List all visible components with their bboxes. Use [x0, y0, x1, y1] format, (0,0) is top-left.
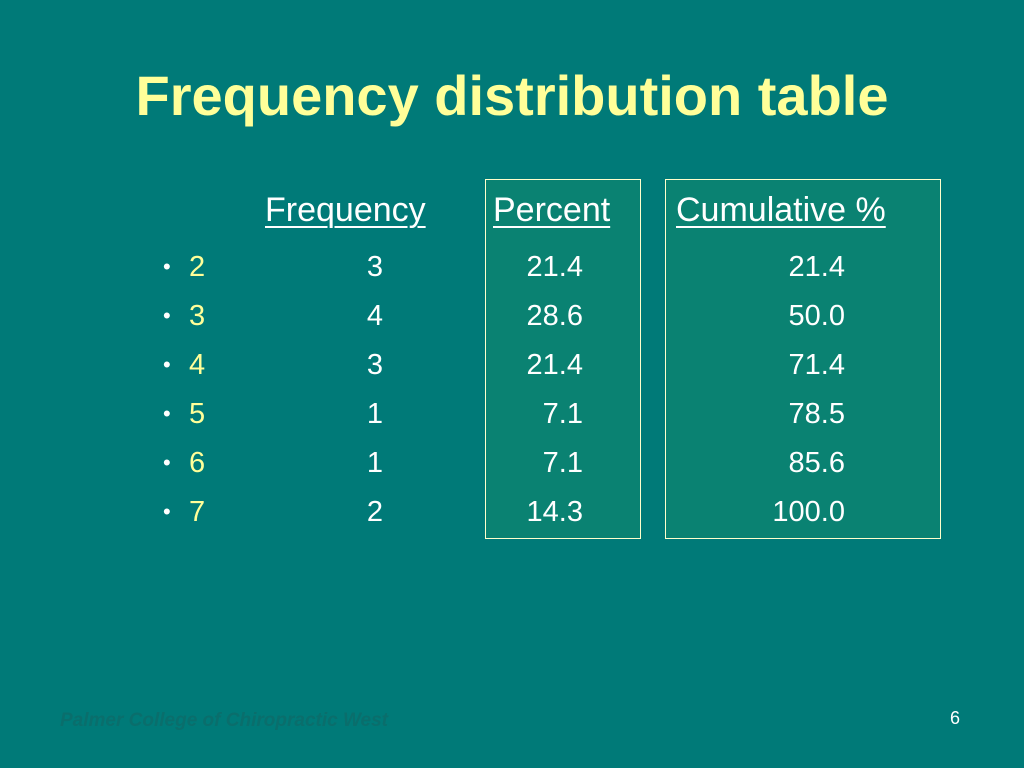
page-number: 6 [949, 708, 960, 728]
percent-column-box [485, 179, 641, 539]
bullet-icon: • [163, 352, 171, 377]
row-percent: 14.3 [526, 496, 583, 528]
table-row: • 6 1 7.1 85.6 [0, 443, 1024, 492]
row-value: 4 [189, 349, 206, 381]
row-value: 2 [189, 251, 206, 283]
table-row: • 5 1 7.1 78.5 [0, 394, 1024, 443]
bullet-icon: • [163, 499, 171, 524]
row-frequency: 2 [366, 496, 384, 528]
row-cumulative: 100.0 [772, 496, 845, 528]
row-frequency: 1 [366, 447, 384, 479]
row-cumulative: 71.4 [788, 349, 845, 381]
bullet-icon: • [163, 401, 171, 426]
row-frequency: 1 [366, 398, 384, 430]
bullet-icon: • [163, 450, 171, 475]
table-row: • 7 2 14.3 100.0 [0, 492, 1024, 541]
header-frequency: Frequency [265, 191, 426, 229]
row-percent: 28.6 [526, 300, 583, 332]
slide-title: Frequency distribution table [135, 64, 889, 127]
table-row: • 2 3 21.4 21.4 [0, 247, 1024, 296]
cumulative-column-box [665, 179, 941, 539]
row-frequency: 3 [366, 251, 384, 283]
row-cumulative: 50.0 [788, 300, 845, 332]
row-value: 5 [189, 398, 206, 430]
header-percent: Percent [493, 191, 611, 229]
header-cumulative: Cumulative % [676, 191, 886, 229]
row-value: 7 [189, 496, 206, 528]
row-cumulative: 78.5 [788, 398, 845, 430]
row-percent: 7.1 [542, 447, 583, 479]
row-frequency: 4 [366, 300, 384, 332]
row-percent: 7.1 [542, 398, 583, 430]
row-cumulative: 21.4 [788, 251, 845, 283]
row-value: 6 [189, 447, 206, 479]
row-cumulative: 85.6 [788, 447, 845, 479]
row-percent: 21.4 [526, 349, 583, 381]
table-row: • 3 4 28.6 50.0 [0, 296, 1024, 345]
footer-text: Palmer College of Chiropractic West [60, 710, 389, 731]
table-row: • 4 3 21.4 71.4 [0, 345, 1024, 394]
row-frequency: 3 [366, 349, 384, 381]
row-percent: 21.4 [526, 251, 583, 283]
bullet-icon: • [163, 303, 171, 328]
row-value: 3 [189, 300, 206, 332]
bullet-icon: • [163, 254, 171, 279]
